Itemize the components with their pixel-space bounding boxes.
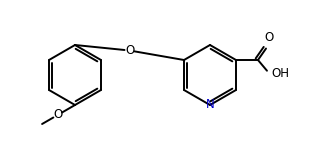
Text: OH: OH [272,67,290,80]
Text: O: O [265,31,274,44]
Text: N: N [206,99,214,111]
Text: O: O [53,108,62,122]
Text: O: O [125,44,134,57]
